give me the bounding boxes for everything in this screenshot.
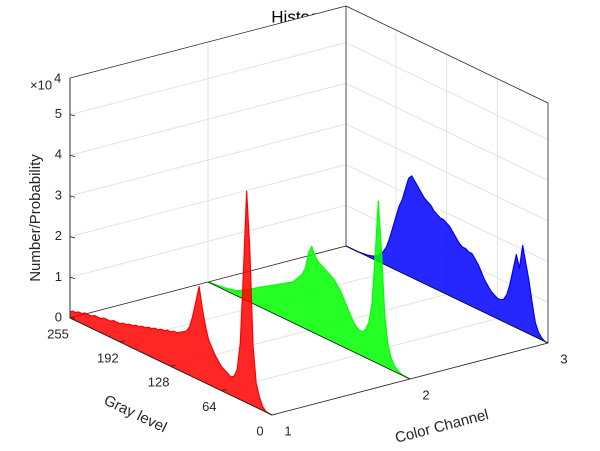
z-tick xyxy=(69,114,76,117)
box-edge xyxy=(345,5,549,104)
area-fill xyxy=(208,201,410,379)
x-tick xyxy=(170,364,176,367)
x-tick xyxy=(271,413,278,416)
area-fill xyxy=(346,175,548,343)
z-tick-label: 2 xyxy=(55,228,62,243)
x-tick-label: 0 xyxy=(256,423,263,438)
z-tick-label: 1 xyxy=(55,269,62,284)
z-axis-label: Number/Probability xyxy=(27,154,44,282)
y-tick-label: 1 xyxy=(284,423,291,438)
z-tick-label: 3 xyxy=(55,187,62,202)
x-tick xyxy=(69,316,76,319)
y-tick xyxy=(405,376,411,380)
z-tick xyxy=(69,154,76,157)
z-tick xyxy=(69,317,76,320)
series-line xyxy=(69,190,273,416)
z-tick-label: 5 xyxy=(55,106,62,121)
x-axis-label: Gray level xyxy=(101,392,169,437)
x-tick-label: 64 xyxy=(202,399,216,414)
y-tick xyxy=(543,340,549,344)
series-line xyxy=(207,200,411,380)
z-tick xyxy=(69,236,76,239)
x-tick-label: 255 xyxy=(47,326,69,341)
y-tick xyxy=(267,412,273,416)
z-exponent-base: ×10 xyxy=(30,77,52,92)
z-tick-label: 0 xyxy=(55,309,62,324)
box-edge xyxy=(69,5,347,79)
y-tick-label: 3 xyxy=(560,351,567,366)
x-tick xyxy=(119,340,126,343)
y-axis-label: Color Channel xyxy=(393,406,490,447)
z-tick xyxy=(69,276,76,280)
x-tick xyxy=(221,388,227,392)
z-tick xyxy=(69,195,76,198)
z-exponent: 4 xyxy=(54,70,61,85)
x-tick-label: 192 xyxy=(97,350,119,365)
y-tick-label: 2 xyxy=(422,387,429,402)
z-tick-label: 4 xyxy=(55,147,62,162)
area-fill xyxy=(70,191,272,415)
baseline xyxy=(207,281,411,380)
x-tick-label: 128 xyxy=(148,375,170,390)
